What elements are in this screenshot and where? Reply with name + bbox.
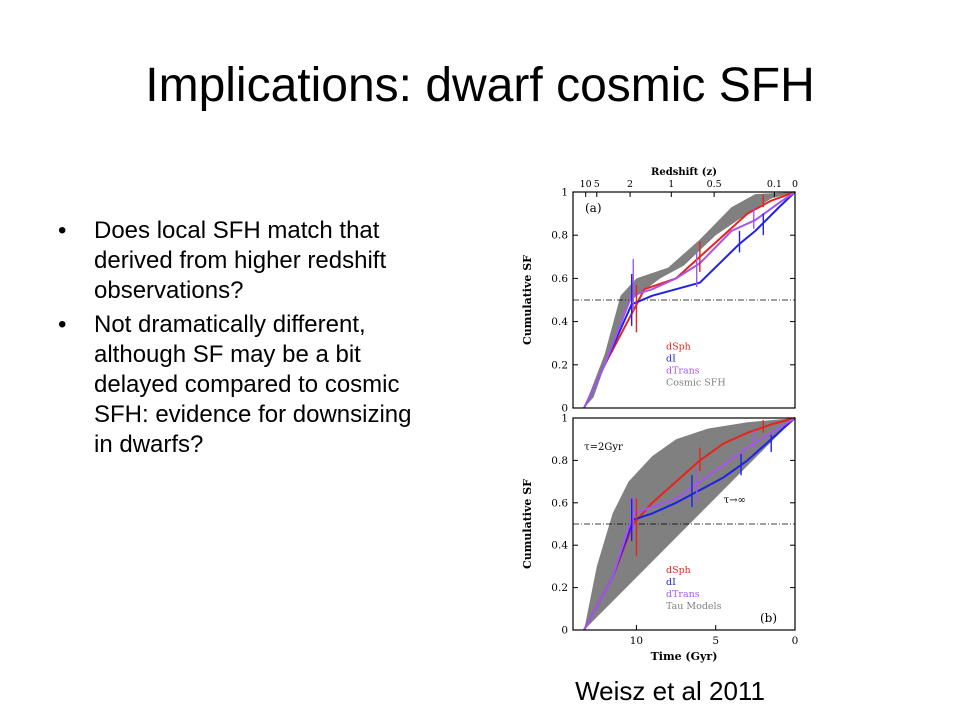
band-0 <box>584 192 795 408</box>
legend-entry-0: dTrans <box>666 366 700 377</box>
panel-frame-1 <box>572 417 796 631</box>
y-tick-label-0: 0.4 <box>551 316 568 328</box>
y-tick-label-1: 0.8 <box>551 455 568 467</box>
bullet-text: Not dramatically different, although SF … <box>94 311 412 458</box>
y-axis-label-0: Cumulative SF <box>521 255 534 345</box>
y-tick-label-0: 0.6 <box>551 273 568 285</box>
panel-label-1: (b) <box>760 611 777 625</box>
y-tick-label-0: 0.8 <box>551 230 568 242</box>
slide-title: Implications: dwarf cosmic SFH <box>145 59 815 112</box>
top-tick-label-0: 10 <box>580 179 592 190</box>
legend-entry-1: dTrans <box>666 589 700 600</box>
y-tick-label-1: 0.6 <box>551 497 568 509</box>
series-line-dsph-0 <box>583 191 796 409</box>
figure-caption: Weisz et al 2011 <box>575 676 765 706</box>
panel-frame-0 <box>572 191 796 409</box>
top-axis-label: Redshift (z) <box>651 167 717 178</box>
y-tick-label-1: 0.4 <box>551 540 568 552</box>
bullet-list: • Does local SFH match that derived from… <box>58 216 418 464</box>
x-axis-label: Time (Gyr) <box>651 650 718 663</box>
panel-label-0: (a) <box>585 201 602 215</box>
legend-entry-0: dI <box>666 354 676 365</box>
legend-entry-1: dSph <box>666 565 691 576</box>
series-line-dtrans-1 <box>583 417 796 631</box>
x-tick-label-1: 0 <box>792 635 799 647</box>
legend-entry-0: dSph <box>666 342 691 353</box>
top-tick-label-0: 5 <box>594 179 600 190</box>
top-tick-label-0: 2 <box>627 179 633 190</box>
y-axis-label-1: Cumulative SF <box>521 479 534 569</box>
y-tick-label-0: 0.2 <box>551 359 568 371</box>
bullet-symbol: • <box>58 217 67 244</box>
legend-entry-0: Cosmic SFH <box>666 378 726 389</box>
series-line-dtrans-0 <box>583 191 796 409</box>
y-tick-label-0: 0 <box>561 403 568 415</box>
y-tick-label-1: 1 <box>561 413 568 425</box>
x-tick-label-1: 10 <box>630 635 643 647</box>
y-tick-label-0: 1 <box>561 187 568 199</box>
y-tick-label-1: 0 <box>561 625 568 637</box>
legend-entry-1: Tau Models <box>666 601 722 612</box>
y-tick-label-1: 0.2 <box>551 582 568 594</box>
sfh-figure: 0 0.2 0.4 0.6 0.8 1 Cumulative SF (a) dSph dI dTra… <box>505 160 805 690</box>
top-tick-label-0: 1 <box>668 179 674 190</box>
bullet-symbol: • <box>58 311 67 338</box>
bullet-text: Does local SFH match that derived from h… <box>94 217 387 304</box>
top-tick-label-0: 0.5 <box>707 179 722 190</box>
series-line-di-0 <box>583 191 796 409</box>
annotation-1: τ=2Gyr <box>584 442 623 453</box>
annotation-1: τ→∞ <box>724 495 746 506</box>
top-tick-label-0: 0 <box>792 179 798 190</box>
legend-entry-1: dI <box>666 577 676 588</box>
bullet-item: • Does local SFH match that derived from… <box>58 216 418 306</box>
x-tick-label-1: 5 <box>712 635 719 647</box>
bullet-item: • Not dramatically different, although S… <box>58 310 418 460</box>
top-tick-label-0: 0.1 <box>767 179 782 190</box>
